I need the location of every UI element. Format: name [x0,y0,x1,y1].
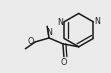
Text: O: O [61,58,67,67]
Text: O: O [28,37,34,46]
Text: N: N [95,17,101,26]
Text: N: N [46,28,52,37]
Text: N: N [57,18,63,27]
